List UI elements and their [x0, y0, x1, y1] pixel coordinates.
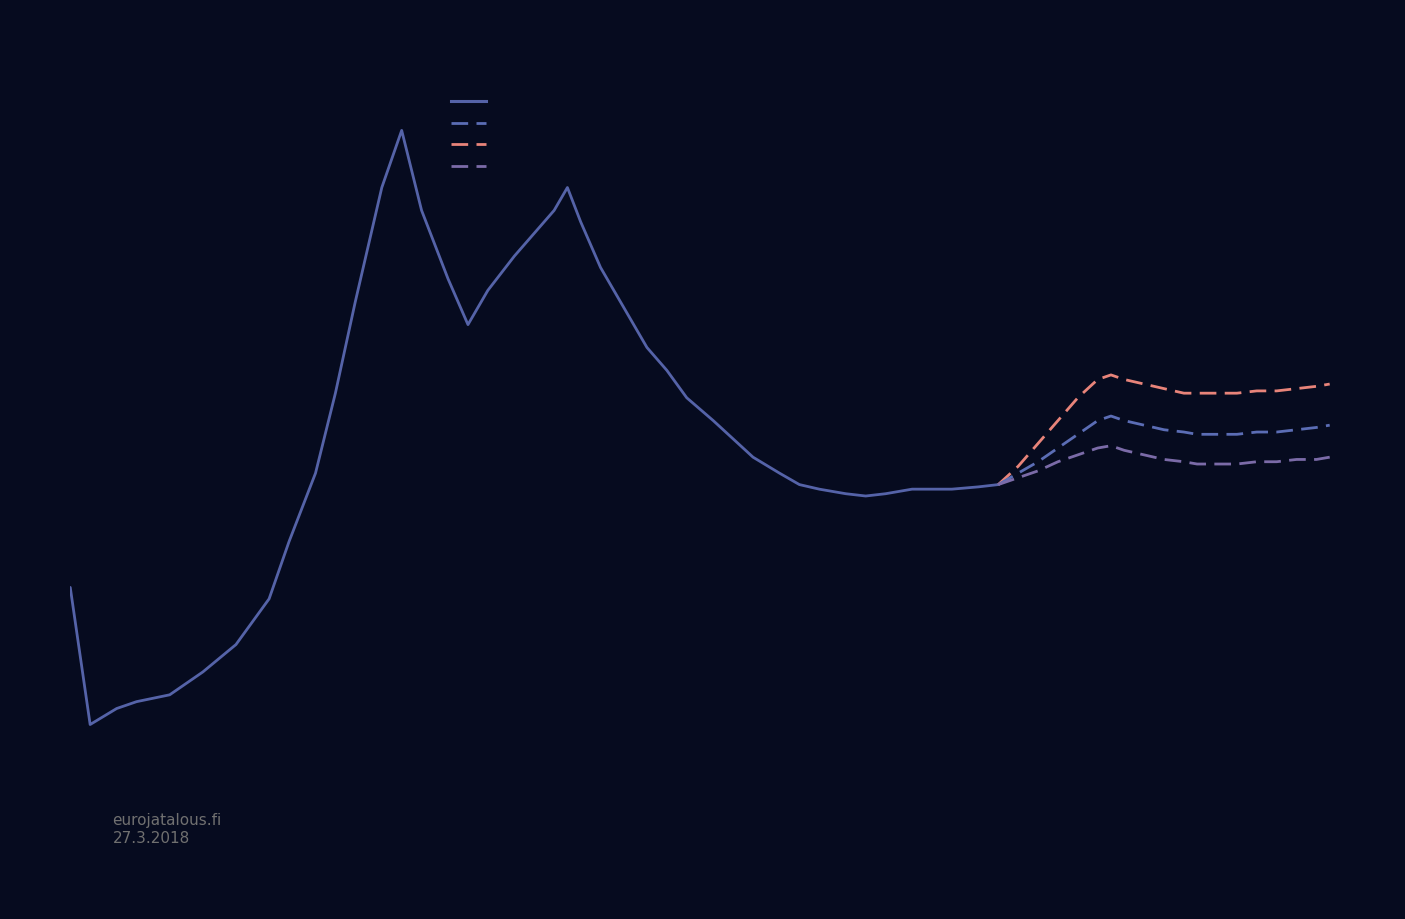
Text: eurojatalous.fi
27.3.2018: eurojatalous.fi 27.3.2018 [112, 813, 222, 845]
Legend: , , , : , , , [445, 89, 496, 179]
